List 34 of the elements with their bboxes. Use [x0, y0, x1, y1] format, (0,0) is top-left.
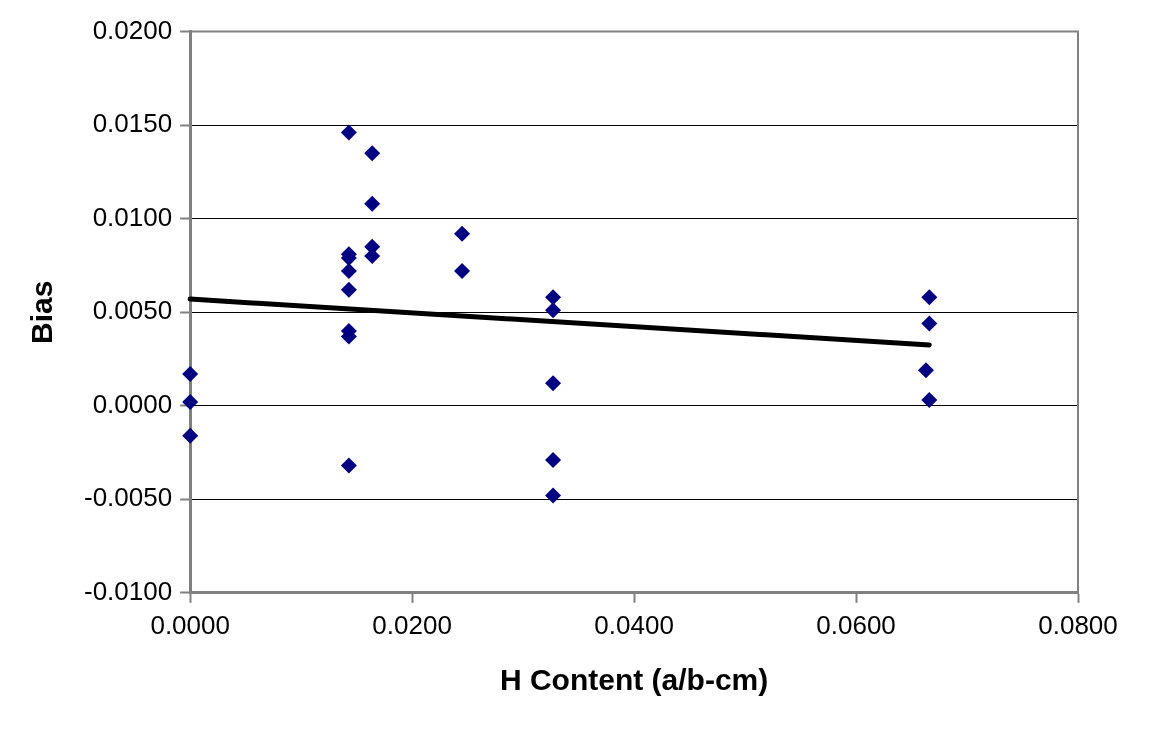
point	[545, 302, 562, 319]
point	[182, 427, 199, 444]
y-tick-label: 0.0200	[92, 14, 173, 45]
point	[340, 124, 357, 141]
point	[454, 263, 471, 280]
point	[545, 289, 562, 306]
y-axis-title: Bias	[25, 280, 59, 344]
point	[340, 281, 357, 298]
y-tick-label: 0.0150	[92, 108, 173, 139]
point	[545, 451, 562, 468]
y-tick-label: 0.0000	[92, 388, 173, 419]
point	[921, 315, 938, 332]
point	[545, 375, 562, 392]
point	[340, 263, 357, 280]
point	[454, 225, 471, 242]
x-tick-label: 0.0400	[594, 609, 674, 640]
y-tick-label: -0.0050	[83, 482, 173, 513]
y-tick-label: 0.0100	[92, 201, 173, 232]
x-tick-label: 0.0800	[1038, 609, 1118, 640]
x-tick-label: 0.0600	[816, 609, 896, 640]
x-axis-title: H Content (a/b-cm)	[499, 663, 769, 697]
y-tick-label: -0.0100	[83, 575, 173, 606]
y-tick-label: 0.0050	[92, 295, 173, 326]
x-tick-label: 0.0000	[150, 609, 230, 640]
point	[364, 145, 381, 162]
point	[182, 365, 199, 382]
point	[921, 392, 938, 409]
point	[364, 195, 381, 212]
point	[545, 487, 562, 504]
point	[917, 362, 934, 379]
x-tick-label: 0.0200	[372, 609, 452, 640]
point	[340, 457, 357, 474]
point	[182, 393, 199, 410]
point	[921, 289, 938, 306]
